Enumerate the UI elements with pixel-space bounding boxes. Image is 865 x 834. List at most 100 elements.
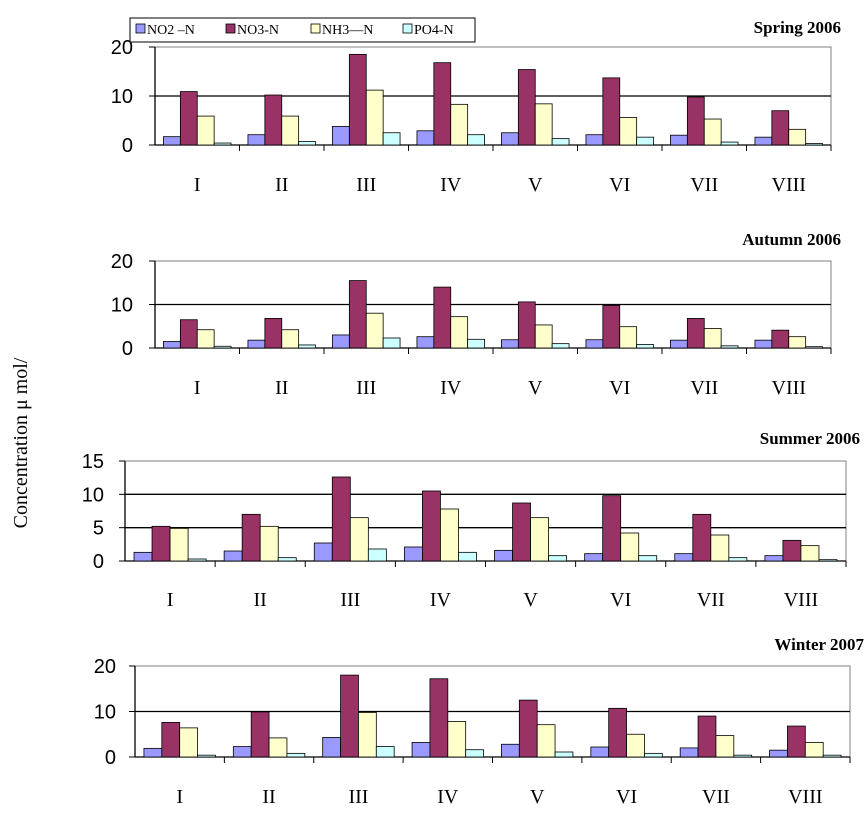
panel-title: Autumn 2006 [742, 230, 841, 249]
bar [517, 301, 536, 349]
bar [518, 699, 538, 758]
bar [416, 130, 435, 146]
legend: NO2 –N NO3-N NH3—N PO4-N [129, 17, 476, 43]
bar [197, 754, 216, 758]
x-tick-label: II [254, 589, 267, 611]
bar [281, 329, 300, 349]
x-tick-label: I [194, 174, 201, 196]
bar [720, 141, 739, 146]
x-tick-label: VII [697, 589, 725, 611]
bar [771, 329, 790, 349]
bar [670, 339, 688, 349]
x-tick-label: V [530, 786, 545, 808]
bar [247, 339, 266, 349]
bar [247, 134, 266, 146]
bar [551, 343, 570, 349]
bar [433, 286, 452, 349]
bar [554, 751, 574, 758]
bar [769, 749, 788, 758]
bar [771, 110, 790, 146]
bar [787, 725, 806, 758]
x-tick-label: I [194, 377, 201, 399]
y-tick-label: 15 [82, 451, 104, 473]
bar [548, 555, 568, 562]
bar [433, 62, 452, 146]
bar [733, 754, 753, 758]
bar [403, 546, 423, 562]
legend-box [129, 17, 476, 43]
bar [710, 534, 730, 562]
x-tick-label: V [523, 589, 538, 611]
bar [644, 752, 663, 758]
bar [584, 553, 604, 562]
bar [411, 742, 431, 758]
bar [163, 341, 181, 349]
y-tick-label: 0 [105, 747, 116, 769]
x-tick-label: III [340, 589, 360, 611]
y-tick-label: 20 [94, 656, 116, 678]
bar [382, 132, 401, 146]
x-tick-label: IV [440, 377, 462, 399]
bar [679, 747, 699, 758]
bar [332, 125, 350, 146]
bar [805, 346, 823, 349]
bar [196, 329, 215, 349]
bar [804, 742, 824, 758]
bar [382, 337, 401, 349]
bar [450, 103, 469, 146]
bar [638, 555, 658, 562]
bar [754, 136, 773, 146]
bar [358, 712, 377, 758]
bar [179, 91, 198, 146]
bar [620, 532, 640, 562]
bar [196, 115, 215, 146]
bar [788, 336, 807, 349]
bar [277, 557, 297, 562]
bar [534, 324, 553, 349]
bar [281, 115, 300, 146]
bar [458, 551, 477, 562]
y-tick-label: 10 [94, 702, 116, 724]
plot-frame [124, 460, 847, 562]
x-tick-label: II [262, 786, 275, 808]
bar [636, 344, 654, 349]
bar [322, 737, 341, 758]
y-tick-label: 20 [111, 37, 133, 59]
bar [764, 555, 784, 562]
bar [223, 550, 243, 562]
bar [818, 559, 838, 562]
bar [536, 724, 556, 758]
x-tick-label: VII [702, 786, 730, 808]
bar [179, 727, 198, 758]
bar [298, 344, 316, 349]
x-tick-label: VI [610, 589, 631, 611]
bar [517, 69, 536, 146]
x-tick-label: VIII [788, 786, 822, 808]
bar [161, 722, 181, 758]
bar [782, 539, 802, 562]
bar [501, 132, 519, 146]
bar [754, 339, 773, 349]
bar [670, 134, 688, 146]
bar [179, 319, 198, 349]
bar [298, 141, 316, 146]
legend-label: PO4-N [414, 23, 454, 38]
legend-label: NH3—N [322, 23, 373, 38]
x-tick-label: IV [440, 174, 462, 196]
bar [494, 549, 513, 562]
bar [367, 548, 387, 562]
x-tick-label: VII [690, 174, 718, 196]
x-tick-label: VI [609, 377, 630, 399]
legend-swatch [135, 23, 146, 34]
bar [697, 715, 717, 758]
bar [602, 304, 621, 349]
panel-title: Summer 2006 [760, 429, 860, 448]
bar [512, 502, 531, 562]
x-tick-label: IV [430, 589, 452, 611]
x-tick-label: VIII [772, 174, 806, 196]
